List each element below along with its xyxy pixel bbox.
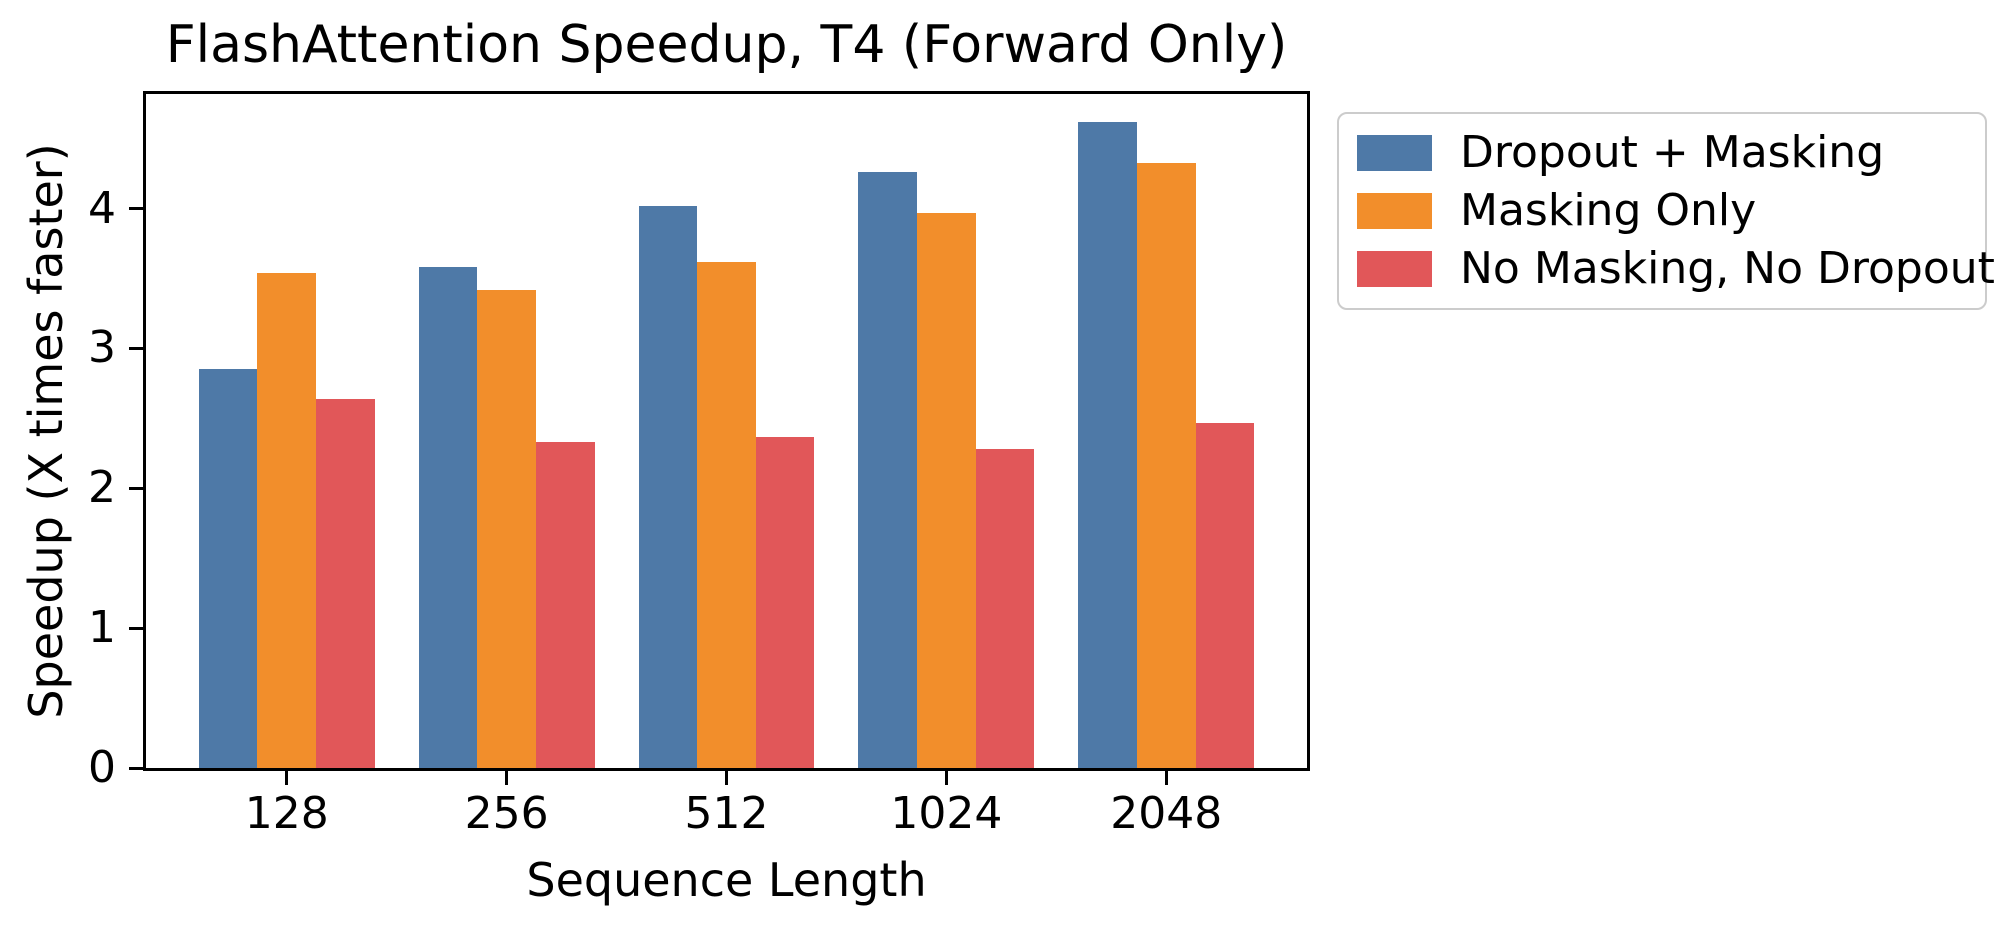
x-tick-label: 256 <box>464 788 549 839</box>
legend-row: No Masking, No Dropout <box>1357 243 1995 295</box>
legend-row: Dropout + Masking <box>1357 127 1967 179</box>
x-tick-mark <box>1164 771 1168 785</box>
bar <box>1136 162 1196 768</box>
y-tick-label: 3 <box>88 322 116 374</box>
legend-label: Dropout + Masking <box>1460 127 1885 178</box>
bar <box>975 449 1035 768</box>
legend-label: Masking Only <box>1460 185 1757 236</box>
bar <box>755 436 815 768</box>
bar <box>917 212 976 768</box>
x-tick-mark <box>285 771 289 785</box>
bar <box>1195 422 1255 768</box>
legend: Dropout + Masking Masking Only No Masking,… <box>1337 112 1995 310</box>
bar <box>477 289 536 768</box>
bar <box>697 261 756 768</box>
x-tick-mark <box>725 771 728 785</box>
bar <box>638 205 698 768</box>
y-tick-label: 0 <box>88 742 116 793</box>
x-tick-label: 2048 <box>1110 788 1223 839</box>
y-tick-mark <box>129 766 143 770</box>
x-axis-label: Sequence Length <box>526 853 927 907</box>
bar <box>858 172 918 768</box>
y-tick-mark <box>129 207 143 211</box>
x-tick-mark <box>944 771 948 785</box>
chart-title: FlashAttention Speedup, T4 (Forward Only… <box>165 15 1288 75</box>
y-tick-label: 2 <box>88 462 116 514</box>
y-tick-label: 1 <box>88 602 116 654</box>
plot-area: 0 1 2 3 4 128 256 512 1024 2048 <box>88 91 1310 839</box>
x-tick-label: 128 <box>244 788 329 839</box>
x-tick-mark <box>505 771 509 785</box>
y-tick-mark <box>129 486 143 490</box>
legend-swatch <box>1357 135 1432 171</box>
y-tick-label: 4 <box>88 182 116 234</box>
bar <box>418 267 478 768</box>
legend-swatch <box>1357 251 1432 287</box>
bar <box>316 398 375 768</box>
legend-row: Masking Only <box>1357 185 1967 237</box>
bar <box>257 273 317 768</box>
bar <box>1078 121 1137 768</box>
x-tick-label: 1024 <box>890 788 1003 839</box>
legend-label: No Masking, No Dropout <box>1460 243 1995 294</box>
bar <box>535 442 595 768</box>
y-tick-mark <box>129 346 143 350</box>
x-tick-label: 512 <box>684 788 769 839</box>
y-tick-mark <box>129 626 143 630</box>
legend-swatch <box>1357 193 1432 229</box>
bar <box>198 369 258 768</box>
